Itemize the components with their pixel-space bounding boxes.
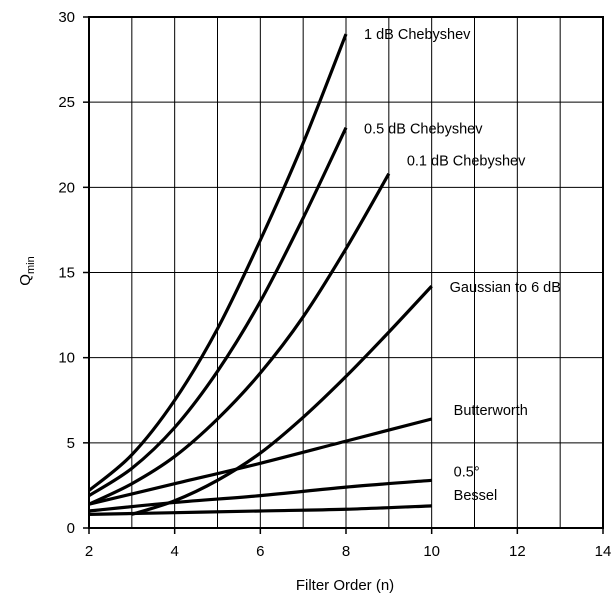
y-tick-label: 0 xyxy=(67,520,75,537)
y-tick-label: 5 xyxy=(67,435,75,452)
grid xyxy=(89,17,603,528)
y-axis-label-main: Q xyxy=(17,274,34,286)
series-lines xyxy=(87,33,433,516)
y-axis-label: Qmin xyxy=(17,256,37,285)
tick-labels: 2 4 6 8 10 12 14 0 5 10 15 20 25 30 xyxy=(58,9,611,560)
series-line-1-db-chebyshev xyxy=(87,33,348,492)
x-tick-label: 2 xyxy=(85,543,93,560)
x-tick-label: 14 xyxy=(595,543,612,560)
y-tick-label: 10 xyxy=(58,350,75,367)
series-label-1-db-chebyshev: 1 dB Chebyshev xyxy=(364,27,471,43)
svg-text:Qmin: Qmin xyxy=(17,256,37,285)
series-line-0-1-db-chebyshev xyxy=(88,172,391,506)
y-tick-label: 30 xyxy=(58,9,75,26)
x-axis-label: Filter Order (n) xyxy=(296,577,394,594)
series-line-bessel xyxy=(88,504,432,516)
y-tick-label: 15 xyxy=(58,265,75,282)
x-tick-label: 6 xyxy=(256,543,264,560)
series-line-gaussian-to-6-db xyxy=(131,285,433,516)
series-line-butterworth xyxy=(88,417,433,506)
x-tick-label: 10 xyxy=(423,543,440,560)
y-tick-label: 25 xyxy=(58,94,75,111)
series-label-butterworth: Butterworth xyxy=(454,403,528,419)
series-label-0-5: 0.5° xyxy=(454,464,480,480)
x-tick-label: 4 xyxy=(170,543,178,560)
series-labels: 1 dB Chebyshev 0.5 dB Chebyshev 0.1 dB Che… xyxy=(364,27,561,504)
series-label-bessel: Bessel xyxy=(454,488,498,504)
series-label-0-5-db-chebyshev: 0.5 dB Chebyshev xyxy=(364,122,483,138)
y-tick-label: 20 xyxy=(58,179,75,196)
y-axis-label-subscript: min xyxy=(25,256,37,274)
series-label-gaussian-to-6-db: Gaussian to 6 dB xyxy=(450,280,561,296)
series-line-0-5-db-chebyshev xyxy=(88,127,348,497)
series-label-0-1-db-chebyshev: 0.1 dB Chebyshev xyxy=(407,154,526,170)
series-line-0-5 xyxy=(88,478,432,513)
x-tick-label: 8 xyxy=(342,543,350,560)
x-tick-label: 12 xyxy=(509,543,526,560)
